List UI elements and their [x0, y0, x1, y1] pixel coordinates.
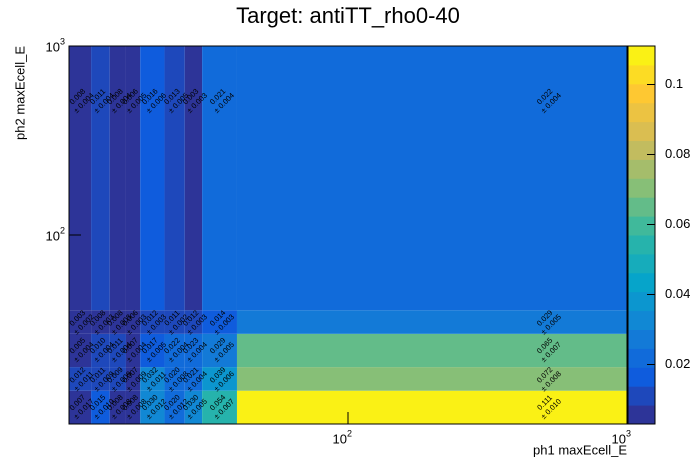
cell — [125, 390, 141, 424]
cell — [109, 333, 126, 368]
y-tick-exponent: 2 — [60, 225, 65, 235]
cell — [184, 367, 203, 391]
colorbar-band — [628, 291, 655, 312]
colorbar-band — [628, 197, 655, 217]
cell — [140, 333, 165, 368]
cell — [69, 390, 92, 424]
colorbar-band — [628, 367, 655, 387]
cell — [125, 333, 141, 368]
cell — [184, 390, 203, 424]
colorbar-tick-label: 0.1 — [665, 76, 683, 91]
cell — [184, 46, 203, 311]
colorbar-band — [628, 235, 655, 255]
x-tick-label: 10 — [333, 431, 347, 446]
cell — [164, 390, 185, 424]
colorbar-band — [628, 272, 655, 293]
cell — [69, 310, 92, 334]
cell — [202, 46, 237, 311]
cell — [140, 46, 165, 311]
colorbar-band — [628, 83, 655, 104]
cell — [202, 390, 237, 424]
cell — [109, 367, 126, 391]
cell — [236, 46, 627, 311]
cell — [109, 310, 126, 334]
colorbar-band — [628, 405, 655, 425]
colorbar-tick-label: 0.06 — [665, 216, 690, 231]
cell — [236, 333, 627, 368]
colorbar-tick-label: 0.04 — [665, 286, 690, 301]
cell — [69, 46, 92, 311]
colorbar-band — [628, 329, 655, 349]
cell — [202, 367, 237, 391]
y-tick-label: 10 — [46, 39, 60, 54]
cell — [91, 390, 110, 424]
colorbar-frame — [627, 45, 656, 425]
cell — [109, 46, 126, 311]
colorbar-band — [628, 159, 655, 179]
colorbar-band — [628, 178, 655, 198]
cell — [164, 46, 185, 311]
colorbar-band — [628, 46, 655, 66]
x-tick-exponent: 3 — [626, 428, 631, 438]
cell — [69, 333, 92, 368]
cell — [125, 46, 141, 311]
colorbar-band — [628, 140, 655, 160]
cell — [125, 310, 141, 334]
colorbar-band — [628, 102, 655, 123]
cell — [140, 390, 165, 424]
cell — [236, 310, 627, 334]
cell — [236, 367, 627, 391]
cell — [91, 310, 110, 334]
x-tick-label: 10 — [612, 431, 626, 446]
colorbar-band — [628, 216, 655, 236]
cell — [184, 333, 203, 368]
colorbar-band — [628, 121, 655, 141]
x-axis-label: ph1 maxEcell_E — [533, 442, 627, 457]
cell — [164, 367, 185, 391]
cell — [91, 46, 110, 311]
cell — [69, 367, 92, 391]
cell — [109, 390, 126, 424]
colorbar-tick-label: 0.08 — [665, 146, 690, 161]
y-tick-exponent: 3 — [60, 36, 65, 46]
y-tick-label: 10 — [46, 228, 60, 243]
cell — [202, 310, 237, 334]
cell — [91, 367, 110, 391]
cell — [202, 333, 237, 368]
cell — [125, 367, 141, 391]
cell — [164, 333, 185, 368]
cell — [140, 310, 165, 334]
cell — [91, 333, 110, 368]
colorbar-band — [628, 348, 655, 368]
x-tick-exponent: 2 — [347, 428, 352, 438]
chart-title: Target: antiTT_rho0-40 — [236, 3, 460, 28]
colorbar-band — [628, 310, 655, 330]
colorbar-band — [628, 64, 655, 85]
colorbar-band — [628, 386, 655, 406]
cell — [164, 310, 185, 334]
colorbar-tick-label: 0.02 — [665, 356, 690, 371]
cell — [140, 367, 165, 391]
colorbar-band — [628, 253, 655, 274]
cell — [236, 390, 627, 424]
cell — [184, 310, 203, 334]
y-axis-label: ph2 maxEcell_E — [12, 46, 27, 140]
